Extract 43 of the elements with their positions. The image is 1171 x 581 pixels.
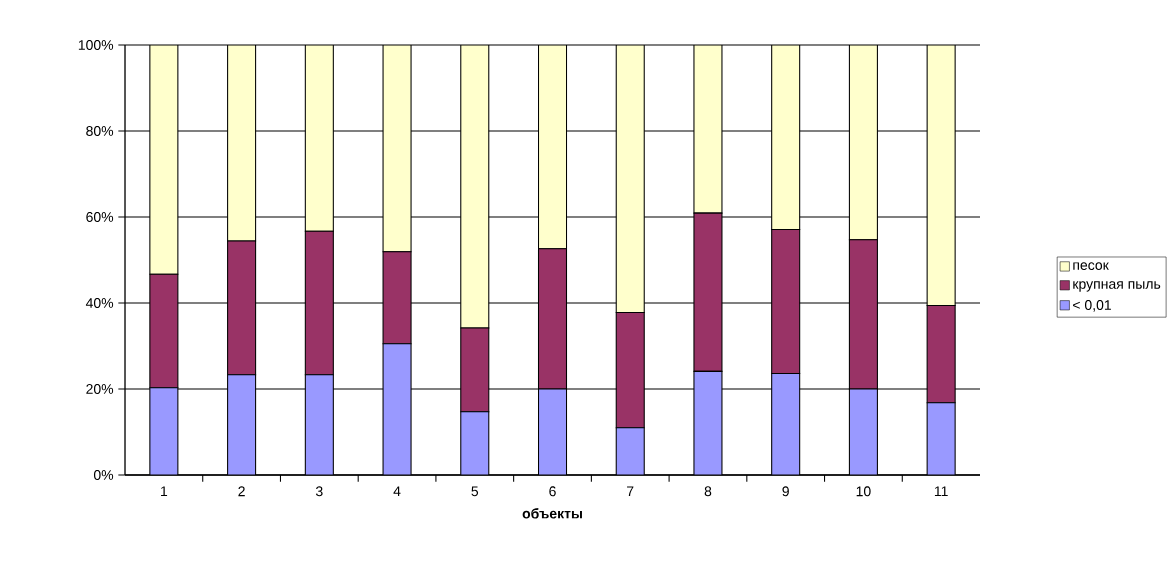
bar <box>304 374 334 475</box>
legend-label: песок <box>1073 262 1109 271</box>
bar <box>149 44 179 275</box>
y-tick-label: 80% <box>86 126 114 136</box>
bar <box>615 427 645 475</box>
bar <box>149 387 179 475</box>
y-tick-label: 40% <box>85 298 114 308</box>
bar <box>693 44 723 214</box>
x-tick-label: 8 <box>704 486 712 497</box>
bar <box>771 44 801 230</box>
y-tick-label: 0% <box>93 470 114 480</box>
bar <box>537 44 568 250</box>
x-tick-label: 10 <box>856 486 871 497</box>
y-tick-label: 20% <box>86 384 114 394</box>
bar <box>227 44 257 242</box>
bar <box>227 374 257 475</box>
bar <box>460 411 490 475</box>
bar <box>382 343 412 475</box>
bar <box>848 44 878 241</box>
x-axis-title: объекты <box>522 508 582 519</box>
bar <box>382 44 412 253</box>
bar <box>304 44 334 232</box>
y-tick-label: 60% <box>86 212 114 222</box>
bar <box>771 372 801 475</box>
bar <box>926 402 956 475</box>
bar <box>615 44 645 313</box>
bar <box>693 370 723 475</box>
legend-label: < 0,01 <box>1073 300 1111 312</box>
x-tick-label: 9 <box>782 486 789 497</box>
bar <box>926 44 956 307</box>
bar <box>537 388 568 475</box>
x-tick-label: 5 <box>471 486 479 497</box>
x-tick-label: 3 <box>315 486 323 497</box>
x-tick-label: 11 <box>934 486 948 496</box>
x-tick-label: 4 <box>393 486 401 496</box>
x-tick-label: 7 <box>627 486 634 496</box>
legend-label: крупная пыль <box>1073 281 1161 292</box>
bar <box>460 44 490 329</box>
x-tick-label: 6 <box>549 486 556 497</box>
bar <box>848 388 878 475</box>
x-tick-label: 2 <box>238 486 245 497</box>
x-tick-label: 1 <box>161 486 168 496</box>
y-tick-label: 100% <box>78 40 114 50</box>
